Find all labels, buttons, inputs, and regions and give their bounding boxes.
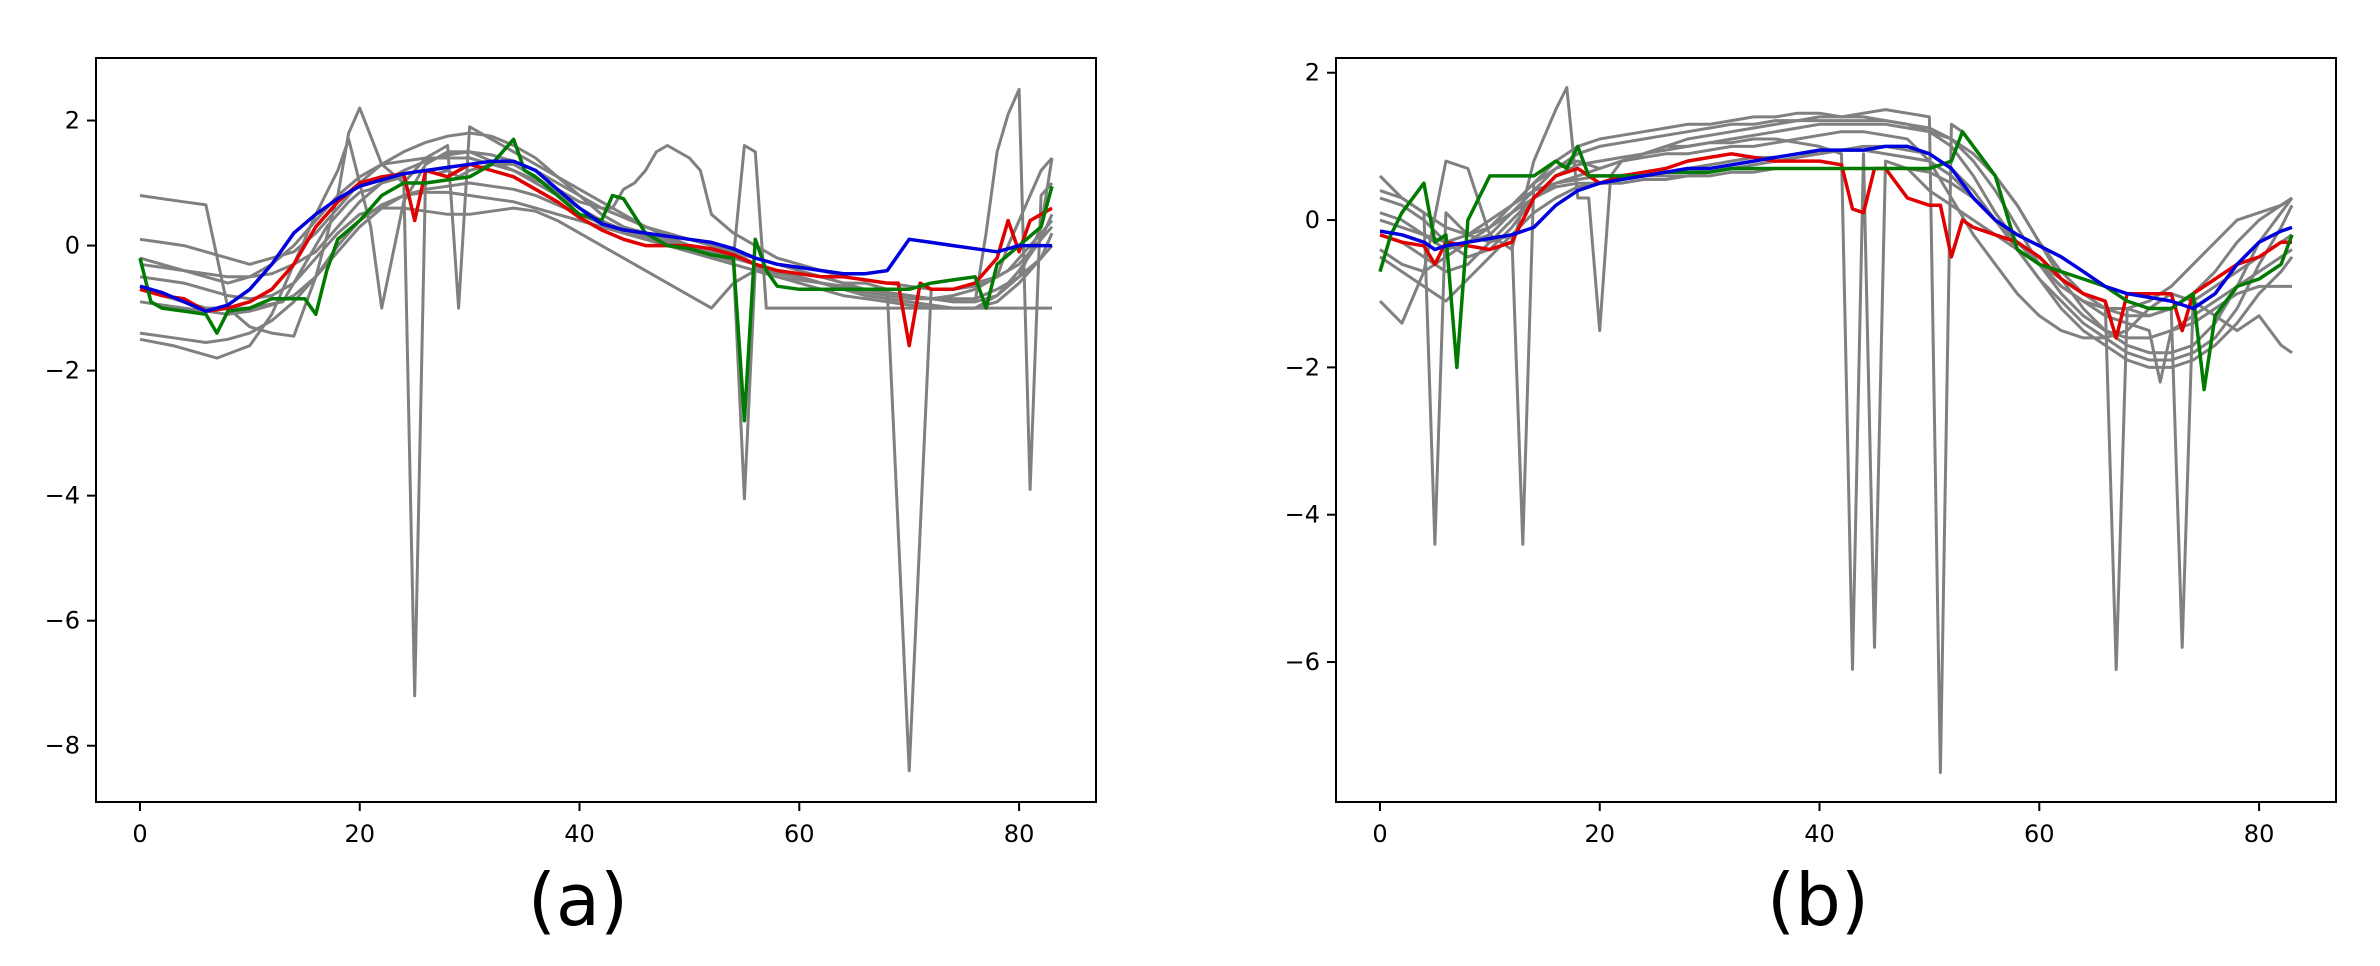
x-tick-label: 40 [1804,820,1835,848]
y-tick-label: −2 [45,357,80,385]
gray-series-line-7 [1379,119,2293,340]
x-tick-label: 80 [1004,820,1035,848]
y-tick-label: −2 [1285,353,1320,381]
y-tick-label: −4 [1285,501,1320,529]
gray-series-line-6 [139,181,1054,316]
blue-series-line [1379,144,2293,311]
y-tick-label: 0 [65,232,80,260]
blue-series-line [139,159,1052,313]
red-series-line [139,162,1053,348]
x-tick-label: 60 [2024,820,2055,848]
gray-series-line-8 [139,206,1054,310]
gray-series-line-9 [1379,111,2293,310]
x-tick-label: 0 [132,820,147,848]
y-tick-label: −6 [45,607,80,635]
y-tick-label: 2 [65,107,80,135]
gray-series-line-2 [1378,86,2293,354]
y-tick-label: 2 [1305,59,1320,87]
gray-series-line-7 [139,190,1054,344]
green-series-line [1378,129,2294,392]
gray-series-line-4 [1379,144,2294,362]
x-tick-label: 0 [1372,820,1387,848]
x-tick-label: 20 [344,820,375,848]
x-tick-label: 60 [784,820,815,848]
panel-label: (a) [528,858,628,942]
y-tick-label: 0 [1305,206,1320,234]
y-tick-label: −8 [45,732,80,760]
x-tick-label: 40 [564,820,595,848]
y-tick-label: −4 [45,482,80,510]
plot-area [138,87,1054,773]
y-tick-label: −6 [1285,648,1320,676]
x-tick-label: 20 [1584,820,1615,848]
panel-label: (b) [1767,858,1869,942]
x-tick-label: 80 [2244,820,2275,848]
axes-frame [1335,57,2337,803]
green-series-line [138,137,1054,423]
gray-series-line-4 [139,131,1054,301]
plot-area [1378,86,2294,774]
red-series-line [1379,152,2292,340]
axes-frame [95,57,1097,803]
